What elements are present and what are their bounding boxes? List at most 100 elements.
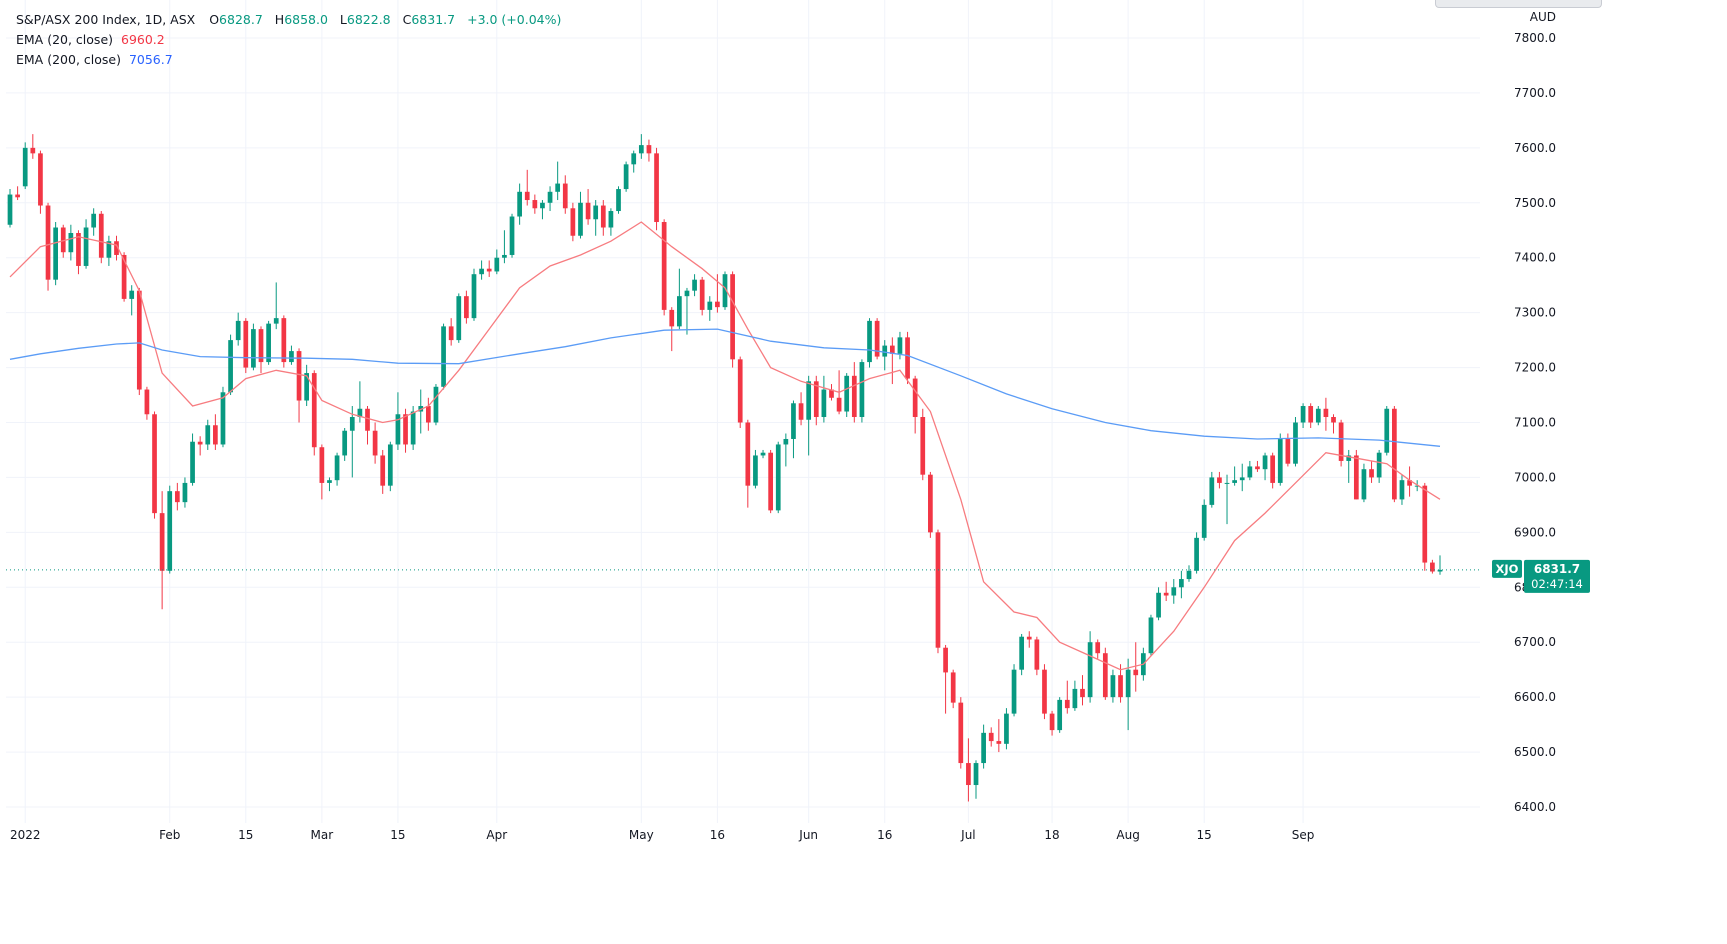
candle-up bbox=[707, 296, 713, 321]
candle-down bbox=[281, 315, 287, 368]
candle-down bbox=[829, 384, 834, 401]
candle-up bbox=[1209, 471, 1215, 508]
candle-body bbox=[1293, 422, 1298, 464]
candle-body bbox=[844, 375, 850, 412]
candle-body bbox=[707, 301, 713, 310]
time-tick-label: 16 bbox=[877, 828, 892, 842]
open-value: 6828.7 bbox=[219, 12, 263, 27]
candle-body bbox=[121, 254, 127, 299]
candle-down bbox=[1133, 642, 1139, 692]
candle-down bbox=[486, 260, 492, 277]
candle-body bbox=[540, 202, 545, 209]
candle-body bbox=[829, 389, 834, 398]
candle-up bbox=[395, 392, 401, 450]
candle-body bbox=[38, 153, 43, 206]
candle-down bbox=[197, 436, 203, 456]
candle-up bbox=[593, 200, 599, 236]
candle-up bbox=[22, 142, 28, 190]
candle-down bbox=[1034, 636, 1040, 676]
candle-body bbox=[1285, 438, 1291, 464]
candle-down bbox=[905, 331, 910, 385]
candle-body bbox=[517, 191, 522, 217]
candle-body bbox=[136, 290, 142, 390]
candle-body bbox=[646, 145, 652, 154]
candle-body bbox=[1072, 688, 1078, 709]
candle-body bbox=[1430, 562, 1435, 572]
candle-body bbox=[524, 191, 530, 201]
candle-down bbox=[144, 386, 150, 420]
candle-up bbox=[83, 219, 89, 269]
candle-up bbox=[753, 449, 758, 489]
candle-down bbox=[319, 444, 325, 500]
candle-up bbox=[433, 384, 439, 426]
candle-down bbox=[1369, 460, 1374, 483]
candle-body bbox=[7, 194, 13, 225]
close-label: C bbox=[402, 12, 412, 27]
candle-body bbox=[715, 301, 720, 308]
candle-body bbox=[798, 403, 804, 420]
candle-down bbox=[159, 491, 165, 610]
candle-up bbox=[760, 449, 766, 459]
candle-up bbox=[1346, 449, 1352, 483]
candle-down bbox=[730, 271, 735, 368]
candle-down bbox=[1392, 406, 1397, 503]
ema200-label: EMA (200, close) bbox=[16, 52, 121, 67]
candle-up bbox=[631, 150, 637, 173]
floating-toolbar-handle[interactable] bbox=[1435, 0, 1602, 8]
symbol-title[interactable]: S&P/ASX 200 Index, 1D, ASX bbox=[16, 12, 196, 27]
price-tick-label: 7800.0 bbox=[1514, 31, 1556, 45]
candle-body bbox=[1080, 688, 1085, 698]
candle-body bbox=[106, 241, 112, 258]
candle-up bbox=[167, 485, 173, 574]
candle-up bbox=[1315, 406, 1321, 426]
candle-up bbox=[555, 161, 561, 201]
candle-body bbox=[15, 194, 20, 198]
close-value: 6831.7 bbox=[411, 12, 456, 27]
price-tick-label: 6700.0 bbox=[1514, 635, 1556, 649]
candle-body bbox=[722, 274, 728, 308]
candle-down bbox=[889, 337, 895, 385]
time-tick-label: Feb bbox=[159, 828, 180, 842]
candle-down bbox=[448, 318, 454, 346]
candle-body bbox=[144, 389, 150, 415]
price-tick-label: 7500.0 bbox=[1514, 196, 1556, 210]
candle-body bbox=[319, 447, 325, 483]
candle-body bbox=[813, 381, 819, 418]
candle-down bbox=[1049, 710, 1055, 736]
candle-body bbox=[1133, 669, 1139, 676]
candle-up bbox=[517, 183, 522, 225]
candle-down bbox=[798, 392, 804, 426]
candle-body bbox=[1422, 485, 1428, 563]
candle-up bbox=[1148, 614, 1154, 656]
candle-body bbox=[1163, 592, 1169, 596]
candle-up bbox=[509, 213, 515, 258]
indicator-row-ema200[interactable]: EMA (200, close) 7056.7 bbox=[16, 50, 561, 70]
candle-down bbox=[699, 276, 705, 316]
candle-body bbox=[30, 147, 36, 154]
candle-up bbox=[1224, 474, 1230, 525]
candle-body bbox=[1095, 642, 1101, 654]
candle-down bbox=[114, 235, 119, 261]
candle-body bbox=[410, 411, 416, 445]
candle-down bbox=[1430, 559, 1435, 574]
candle-body bbox=[1186, 570, 1192, 580]
candle-up bbox=[547, 186, 553, 212]
candle-up bbox=[616, 186, 621, 214]
open-label: O bbox=[209, 12, 220, 27]
candle-up bbox=[1293, 417, 1298, 467]
candle-up bbox=[1156, 587, 1161, 621]
candle-body bbox=[258, 329, 264, 363]
candle-body bbox=[502, 254, 507, 258]
indicator-row-ema20[interactable]: EMA (20, close) 6960.2 bbox=[16, 30, 561, 50]
candle-body bbox=[1353, 455, 1359, 500]
candle-body bbox=[1399, 480, 1405, 500]
candle-down bbox=[296, 348, 302, 423]
candle-body bbox=[1392, 408, 1397, 500]
candle-down bbox=[152, 411, 157, 519]
candle-down bbox=[311, 370, 317, 456]
ema200-line bbox=[9, 328, 1441, 447]
ema20-value: 6960.2 bbox=[121, 32, 165, 47]
candle-down bbox=[851, 362, 857, 423]
